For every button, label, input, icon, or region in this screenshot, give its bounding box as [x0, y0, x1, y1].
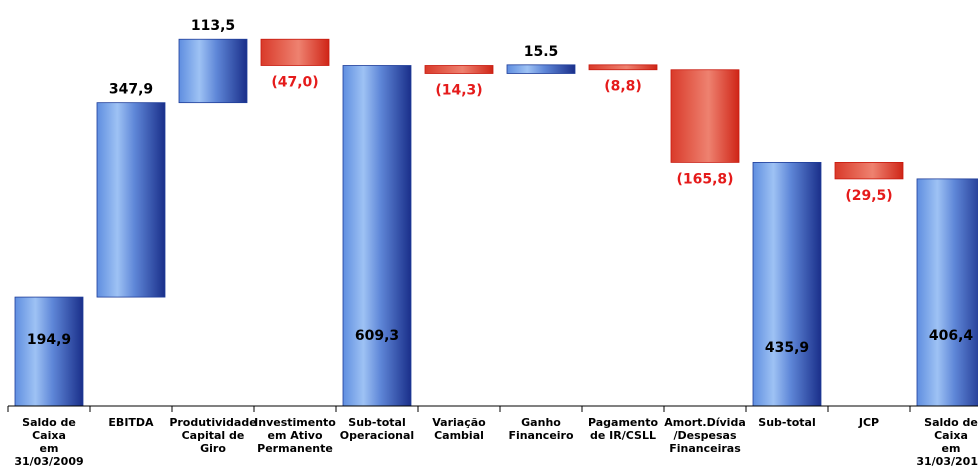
value-label: (29,5): [845, 188, 892, 204]
value-label: 113,5: [191, 18, 235, 34]
category-label-line: Investimento: [254, 416, 336, 429]
decrease-bar: [260, 38, 330, 66]
category-label-line: 31/03/2010: [916, 455, 978, 468]
value-label: 15.5: [524, 44, 559, 60]
category-label: Saldo de Caixa em 31/03/2009: [14, 416, 83, 468]
value-labels: 194,9 347,9 113,5 (47,0) 609,3 (14,3) 15.5 (8,8…: [27, 18, 974, 356]
category-label-line: Sub-total: [758, 416, 815, 429]
category-label-line: Variação: [432, 416, 486, 429]
value-label: (47,0): [271, 75, 318, 91]
category-label-line: JCP: [858, 416, 879, 429]
category-label-line: Caixa: [32, 429, 66, 442]
category-label-line: Saldo de: [924, 416, 978, 429]
category-label-line: Pagamento: [588, 416, 658, 429]
category-label-line: Caixa: [934, 429, 968, 442]
category-label-line: Permanente: [257, 442, 333, 455]
category-label-line: /Despesas: [673, 429, 736, 442]
value-label: 406,4: [929, 328, 974, 344]
category-label-line: Produtividade: [169, 416, 256, 429]
category-label-line: 31/03/2009: [14, 455, 83, 468]
value-label: 435,9: [765, 340, 809, 356]
category-label-line: Capital de: [182, 429, 245, 442]
category-label-line: em: [40, 442, 59, 455]
decrease-bar: [424, 65, 494, 74]
increase-bar: [96, 102, 166, 298]
category-label: Sub-total Operacional: [340, 416, 414, 442]
category-label-line: EBITDA: [108, 416, 154, 429]
value-label: (14,3): [435, 82, 482, 98]
category-label: JCP: [858, 416, 879, 429]
value-label: 347,9: [109, 82, 153, 98]
category-label-line: Giro: [200, 442, 226, 455]
total-bar: [14, 296, 84, 407]
category-label: Sub-total: [758, 416, 815, 429]
increase-bar: [506, 64, 576, 74]
value-label: 609,3: [355, 328, 399, 344]
category-label-line: Operacional: [340, 429, 414, 442]
decrease-bar: [670, 69, 740, 163]
total-bar: [752, 162, 822, 407]
value-label: (165,8): [676, 171, 733, 187]
category-label-line: em Ativo: [267, 429, 322, 442]
category-label: Pagamento de IR/CSLL: [588, 416, 658, 442]
category-label-line: Cambial: [434, 429, 484, 442]
category-label-line: Saldo de: [22, 416, 76, 429]
bar-group: [14, 38, 978, 407]
category-label-line: de IR/CSLL: [590, 429, 656, 442]
x-axis: [7, 405, 978, 412]
category-label: Investimento em Ativo Permanente: [254, 416, 336, 455]
category-label-line: Sub-total: [348, 416, 405, 429]
category-label-line: Ganho: [521, 416, 561, 429]
category-label: EBITDA: [108, 416, 154, 429]
total-bar: [916, 178, 978, 407]
category-label-line: em: [942, 442, 961, 455]
category-label-line: Financeiras: [669, 442, 741, 455]
increase-bar: [178, 38, 248, 104]
decrease-bar: [834, 162, 904, 180]
value-label: 194,9: [27, 332, 71, 348]
decrease-bar: [588, 64, 658, 71]
category-label-line: Amort.Dívida: [664, 416, 746, 429]
category-label-line: Financeiro: [508, 429, 574, 442]
total-bar: [342, 65, 412, 407]
value-label: (8,8): [604, 79, 642, 95]
category-label: Ganho Financeiro: [508, 416, 574, 442]
category-label: Variação Cambial: [432, 416, 486, 442]
category-label: Amort.Dívida/Despesas Financeiras: [664, 416, 746, 455]
category-label: Produtividade Capital de Giro: [169, 416, 256, 455]
